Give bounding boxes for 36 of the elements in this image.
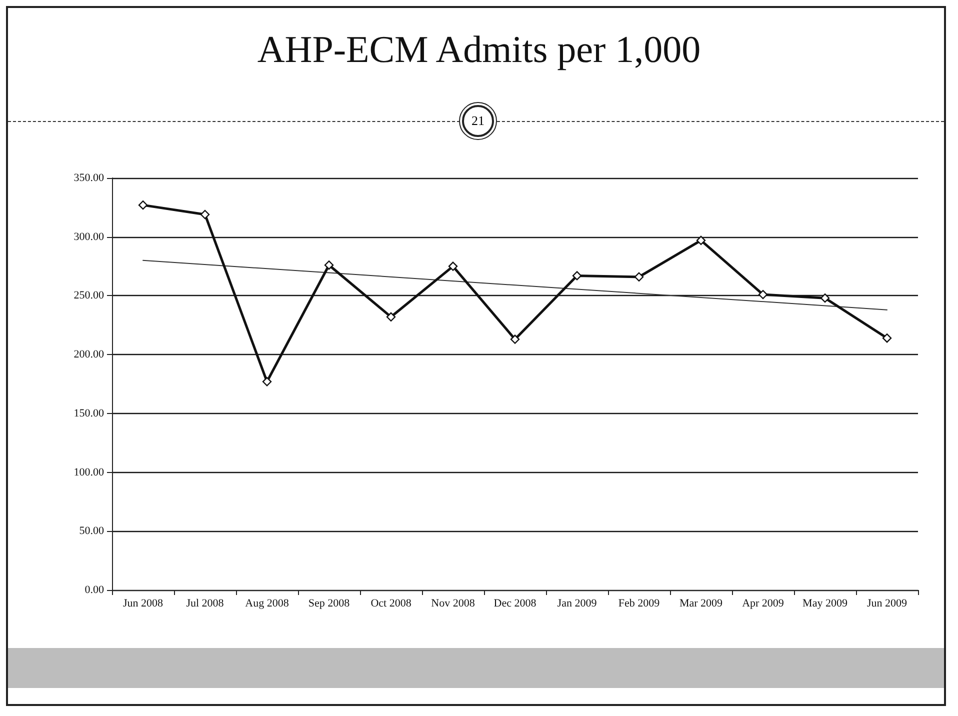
point — [386, 312, 396, 322]
x-tick-label: Jul 2008 — [186, 598, 224, 610]
point — [820, 293, 830, 303]
y-tick-label: 0.00 — [84, 584, 104, 596]
x-tick-label: May 2009 — [802, 598, 848, 610]
point — [262, 377, 272, 386]
point — [696, 236, 706, 245]
chart-title: AHP-ECM Admits per 1,000 — [256, 28, 702, 72]
x-tick-label: Oct 2008 — [370, 598, 412, 610]
y-tick-label: 100.00 — [74, 466, 104, 478]
point — [572, 271, 582, 280]
x-tick-label: Jun 2008 — [122, 598, 164, 610]
y-tick-label: 300.00 — [74, 230, 104, 243]
point — [200, 210, 210, 220]
x-tick-label: Mar 2009 — [679, 598, 724, 610]
x-tick-label: Aug 2008 — [245, 598, 290, 610]
x-tick-label: Dec 2008 — [494, 598, 537, 610]
x-tick-label: Sep 2008 — [308, 598, 350, 610]
y-tick-label: 50.00 — [79, 525, 104, 538]
point — [510, 334, 520, 344]
point — [138, 200, 148, 210]
y-tick-label: 200.00 — [74, 348, 104, 361]
x-tick-label: Apr 2009 — [742, 598, 784, 610]
x-tick-label: Jun 2009 — [866, 598, 908, 610]
y-tick-label: 350.00 — [74, 172, 104, 184]
x-tick-label: Feb 2009 — [618, 598, 660, 610]
point — [634, 272, 644, 282]
y-tick-label: 250.00 — [74, 290, 104, 302]
point — [324, 260, 334, 270]
x-tick-label: Nov 2008 — [431, 598, 476, 610]
y-tick-label: 150.00 — [74, 407, 104, 420]
x-tick-label: Jan 2009 — [557, 598, 598, 610]
point — [882, 333, 892, 343]
point — [448, 262, 458, 271]
point — [758, 290, 768, 300]
circle-badge: 21 — [459, 102, 497, 140]
